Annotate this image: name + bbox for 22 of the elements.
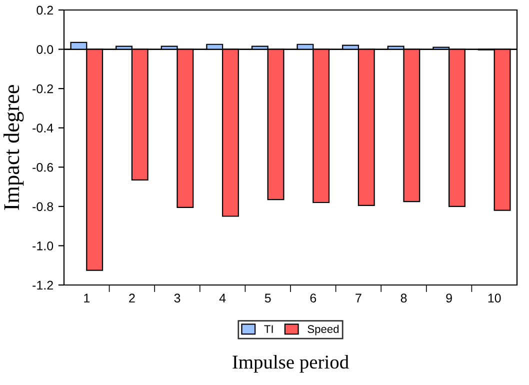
- x-tick-label: 5: [264, 294, 271, 303]
- y-tick-label: -1.2: [32, 280, 53, 290]
- x-tick-label: 3: [174, 294, 180, 303]
- y-tick-label: -0.8: [32, 202, 54, 212]
- y-tick-label: -0.2: [32, 84, 53, 94]
- x-tick-label: 2: [129, 294, 135, 302]
- y-tick-label: -1.0: [32, 242, 54, 250]
- x-tick-label: 7: [356, 294, 362, 302]
- x-tick-label: 6: [310, 294, 316, 303]
- x-tick-label: 10: [488, 294, 501, 303]
- y-tick-label: -0.6: [32, 162, 54, 172]
- x-axis-title: Impulse period: [232, 354, 349, 373]
- x-tick-label: 1: [84, 294, 90, 302]
- y-tick-label: -0.4: [32, 124, 54, 133]
- y-tick-label: 0.0: [36, 45, 54, 54]
- x-tick-label: 9: [446, 294, 452, 303]
- x-tick-label: 8: [400, 294, 407, 303]
- y-axis-title: Impact degree: [4, 85, 24, 210]
- legend-label: TI: [264, 325, 273, 333]
- y-tick-label: 0.2: [36, 6, 53, 15]
- legend-label: Speed: [308, 324, 339, 336]
- x-tick-label: 4: [219, 294, 226, 302]
